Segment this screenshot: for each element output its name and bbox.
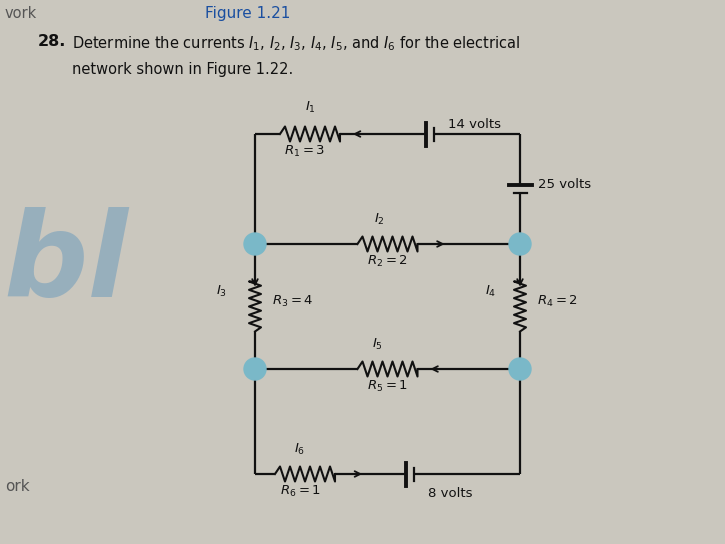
Text: vork: vork (5, 6, 37, 21)
Text: $R_5 = 1$: $R_5 = 1$ (367, 379, 408, 394)
Text: $I_3$: $I_3$ (216, 284, 227, 299)
Text: 28.: 28. (38, 34, 67, 49)
Text: 25 volts: 25 volts (538, 177, 591, 190)
Text: network shown in Figure 1.22.: network shown in Figure 1.22. (72, 62, 293, 77)
Text: $I_1$: $I_1$ (304, 100, 315, 115)
Text: Figure 1.21: Figure 1.21 (205, 6, 291, 21)
Text: $R_1 = 3$: $R_1 = 3$ (284, 144, 326, 159)
Text: $I_4$: $I_4$ (485, 284, 496, 299)
Circle shape (244, 233, 266, 255)
Text: 8 volts: 8 volts (428, 487, 473, 500)
Circle shape (509, 358, 531, 380)
Text: $I_2$: $I_2$ (374, 212, 385, 227)
Circle shape (509, 233, 531, 255)
Text: $R_2 = 2$: $R_2 = 2$ (367, 254, 408, 269)
Text: Determine the currents $I_1$, $I_2$, $I_3$, $I_4$, $I_5$, and $I_6$ for the elec: Determine the currents $I_1$, $I_2$, $I_… (72, 34, 521, 53)
Circle shape (244, 358, 266, 380)
Text: ork: ork (5, 479, 30, 494)
Text: $R_6 = 1$: $R_6 = 1$ (280, 484, 320, 499)
Text: 14 volts: 14 volts (448, 118, 501, 131)
Text: $I_5$: $I_5$ (372, 337, 383, 352)
Text: bl: bl (3, 207, 128, 322)
Text: $R_3 = 4$: $R_3 = 4$ (272, 294, 313, 309)
Text: $R_4 = 2$: $R_4 = 2$ (537, 294, 578, 309)
Text: $I_6$: $I_6$ (294, 442, 305, 457)
